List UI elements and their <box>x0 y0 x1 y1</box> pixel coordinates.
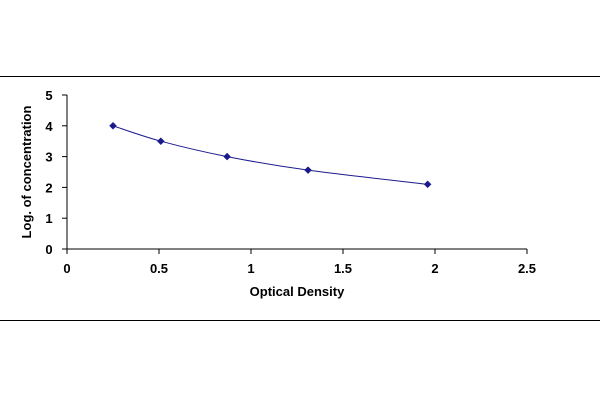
x-tick-label: 2.5 <box>518 261 536 276</box>
axes <box>66 95 527 250</box>
y-tick-label: 0 <box>45 242 52 257</box>
series-line <box>112 125 428 185</box>
series-layer <box>109 121 432 189</box>
y-tick-label: 1 <box>45 211 52 226</box>
y-tick-label: 5 <box>45 88 52 103</box>
data-point-marker <box>223 152 231 161</box>
x-tick-label: 1.5 <box>334 261 352 276</box>
ticks: 0 0.5 1 1.5 2 2.5 0 1 2 3 4 5 <box>45 88 536 276</box>
data-point-marker <box>156 137 165 146</box>
chart-frame <box>0 76 600 321</box>
y-tick-label: 2 <box>45 180 52 195</box>
y-tick-label: 4 <box>45 119 53 134</box>
x-tick-label: 0 <box>63 261 70 276</box>
x-axis-label: Optical Density <box>250 284 345 299</box>
y-tick-label: 3 <box>45 150 52 165</box>
data-point-marker <box>109 121 117 130</box>
data-point-marker <box>423 180 432 189</box>
data-point-marker <box>304 166 312 175</box>
x-tick-label: 2 <box>431 261 438 276</box>
y-axis-label: Log. of concentration <box>19 106 34 239</box>
x-tick-label: 1 <box>247 261 254 276</box>
x-tick-label: 0.5 <box>150 261 168 276</box>
